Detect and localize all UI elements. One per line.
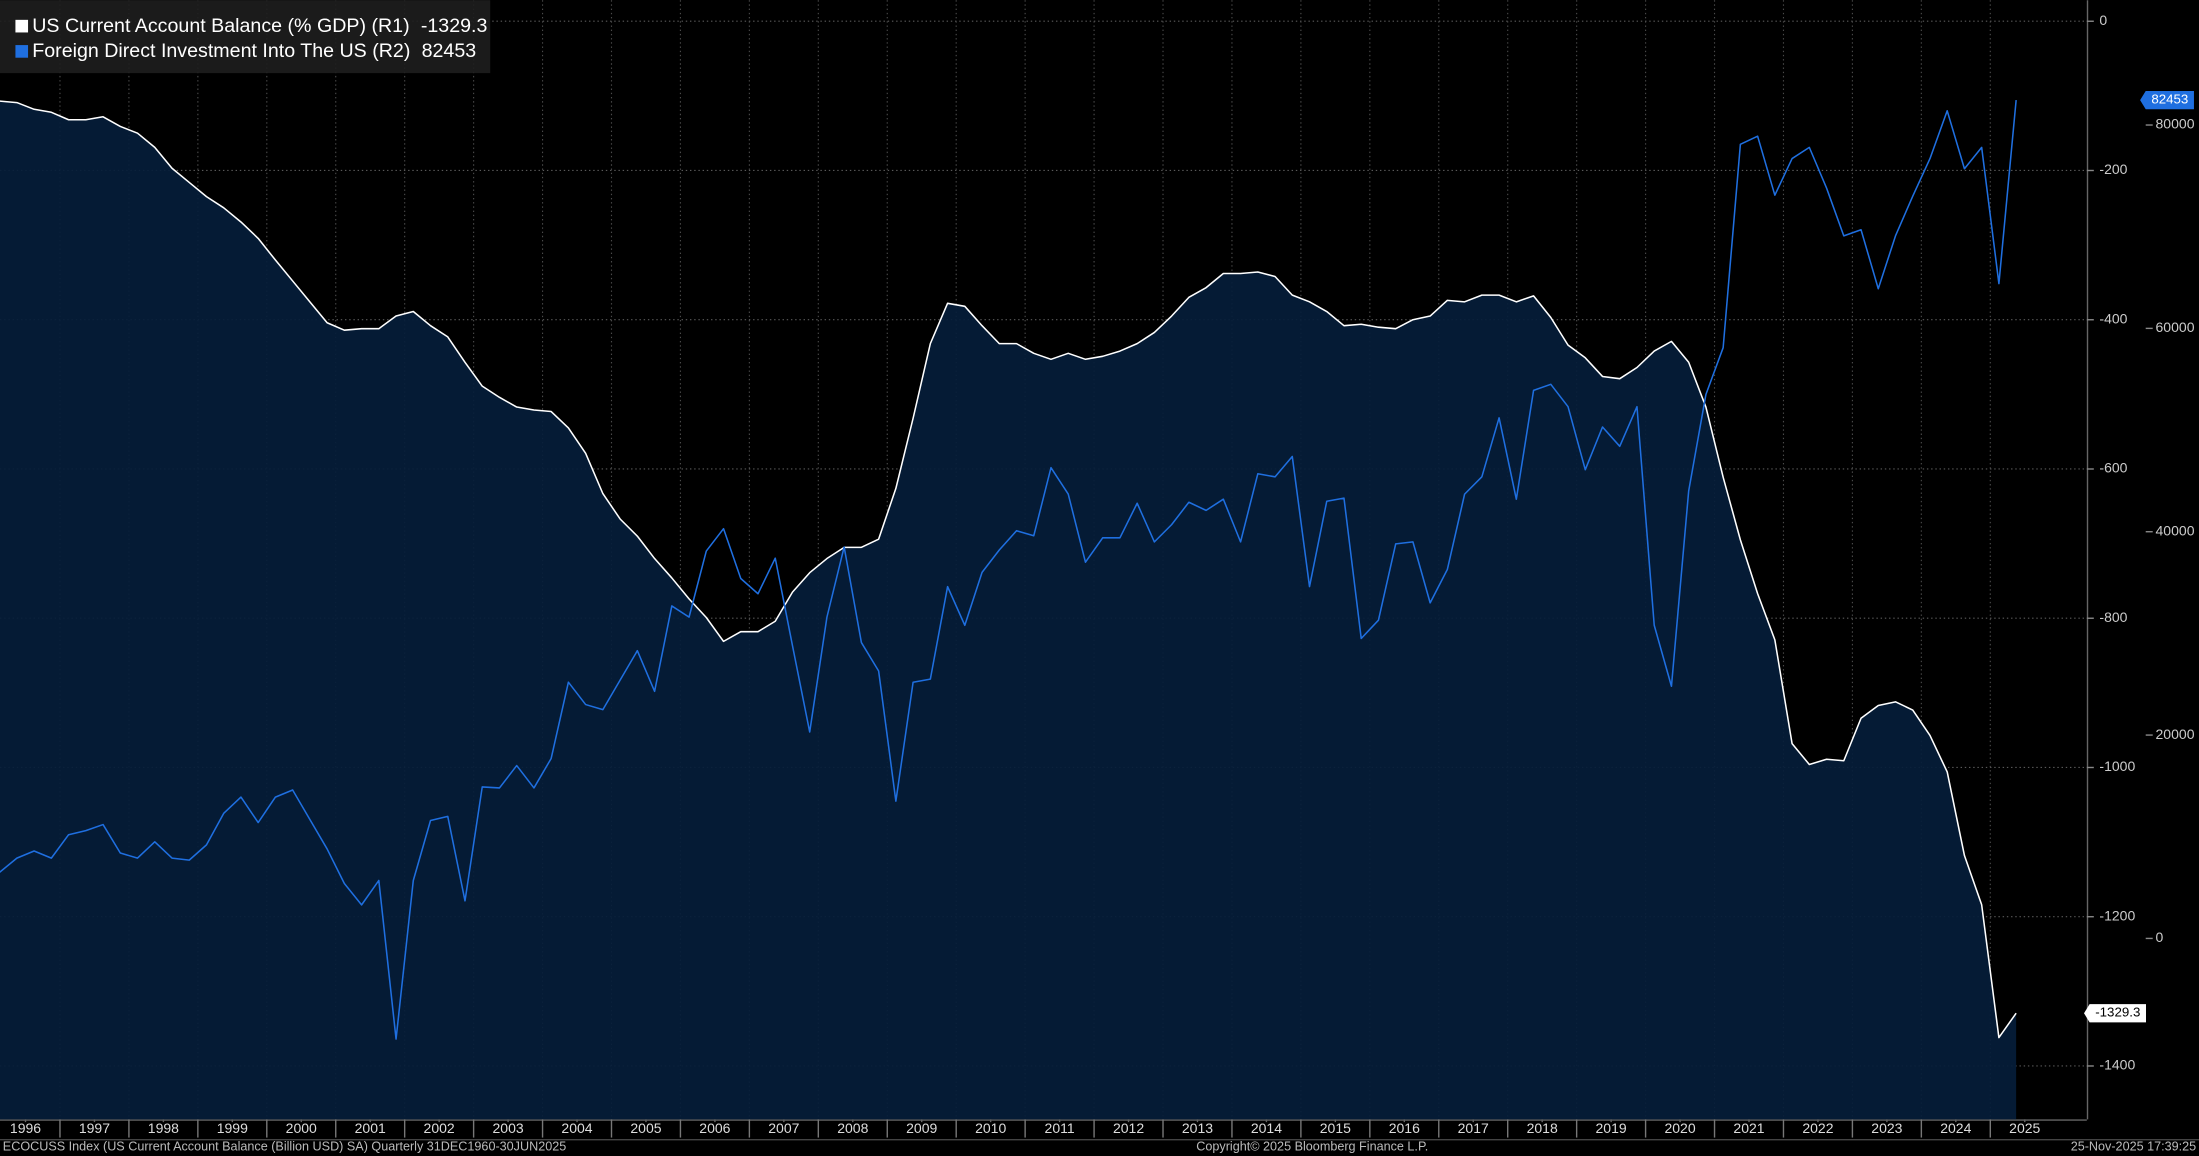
y2-tick-label: 40000 bbox=[2156, 522, 2195, 538]
line bbox=[0, 100, 2017, 1039]
x-tick-label: 2003 bbox=[492, 1120, 523, 1136]
last-value-flag: 82453 bbox=[2140, 90, 2194, 110]
legend-label: US Current Account Balance (% GDP) (R1) -… bbox=[32, 15, 487, 37]
y2-tick-label: 60000 bbox=[2156, 319, 2195, 335]
last-value-label: 82453 bbox=[2151, 92, 2188, 107]
legend-value: 82453 bbox=[422, 40, 477, 62]
legend-label: Foreign Direct Investment Into The US (R… bbox=[32, 40, 476, 62]
y-tick-label: -400 bbox=[2099, 310, 2127, 326]
x-tick-label: 2005 bbox=[630, 1120, 661, 1136]
x-tick-label: 2014 bbox=[1251, 1120, 1282, 1136]
y2-tick-label: 80000 bbox=[2156, 116, 2195, 132]
y-tick-label: -1200 bbox=[2099, 907, 2135, 923]
x-tick-label: 2013 bbox=[1182, 1120, 1213, 1136]
x-tick-label: 2017 bbox=[1458, 1120, 1489, 1136]
x-tick-label: 2000 bbox=[286, 1120, 317, 1136]
x-tick-label: 2025 bbox=[2009, 1120, 2040, 1136]
x-tick-label: 2016 bbox=[1389, 1120, 1420, 1136]
x-tick-label: 2007 bbox=[768, 1120, 799, 1136]
legend-name: US Current Account Balance (% GDP) (R1) bbox=[32, 15, 409, 37]
legend-value: -1329.3 bbox=[421, 15, 488, 37]
x-tick-label: 1997 bbox=[79, 1120, 110, 1136]
x-tick-label: 2023 bbox=[1871, 1120, 1902, 1136]
plot-area bbox=[0, 100, 2017, 1120]
x-tick-label: 2018 bbox=[1527, 1120, 1558, 1136]
y-tick-label: -1000 bbox=[2099, 758, 2135, 774]
x-tick-label: 1998 bbox=[148, 1120, 179, 1136]
x-tick-label: 2010 bbox=[975, 1120, 1006, 1136]
y-tick-label: 0 bbox=[2099, 12, 2107, 28]
y-tick-label: -600 bbox=[2099, 460, 2127, 476]
y2-tick-label: 0 bbox=[2156, 929, 2164, 945]
x-tick-label: 2019 bbox=[1596, 1120, 1627, 1136]
x-tick-label: 2001 bbox=[355, 1120, 386, 1136]
x-tick-label: 1999 bbox=[217, 1120, 248, 1136]
legend: US Current Account Balance (% GDP) (R1) -… bbox=[0, 0, 491, 74]
last-value-box bbox=[2140, 90, 2194, 110]
x-tick-label: 2012 bbox=[1113, 1120, 1144, 1136]
y-tick-label: -1400 bbox=[2099, 1057, 2135, 1073]
line bbox=[0, 100, 2017, 1040]
last-value-flag: -1329.3 bbox=[2084, 1004, 2146, 1023]
x-tick-label: 2020 bbox=[1664, 1120, 1695, 1136]
legend-swatch bbox=[15, 45, 29, 58]
y-tick-label: -800 bbox=[2099, 609, 2127, 625]
area bbox=[0, 101, 2017, 1120]
x-tick-label: 2004 bbox=[561, 1120, 592, 1136]
x-tick-label: 2011 bbox=[1045, 1120, 1075, 1136]
y2-tick-label: 20000 bbox=[2156, 726, 2195, 742]
x-tick-label: 2024 bbox=[1940, 1120, 1971, 1136]
y-tick-label: -200 bbox=[2099, 161, 2127, 177]
legend-name: Foreign Direct Investment Into The US (R… bbox=[32, 40, 410, 62]
x-tick-label: 1996 bbox=[10, 1120, 41, 1136]
x-tick-label: 2021 bbox=[1733, 1120, 1764, 1136]
x-tick-label: 2006 bbox=[699, 1120, 730, 1136]
last-value-label: -1329.3 bbox=[2095, 1005, 2140, 1020]
x-tick-label: 2022 bbox=[1802, 1120, 1833, 1136]
x-tick-label: 2002 bbox=[424, 1120, 455, 1136]
footer-text: Copyright© 2025 Bloomberg Finance L.P. bbox=[1196, 1140, 1428, 1154]
x-tick-label: 2009 bbox=[906, 1120, 937, 1136]
x-tick-label: 2008 bbox=[837, 1120, 868, 1136]
x-tick-label: 2015 bbox=[1320, 1120, 1351, 1136]
last-value-box bbox=[2084, 1004, 2146, 1023]
footer-text: 25-Nov-2025 17:39:25 bbox=[2071, 1140, 2196, 1154]
legend-swatch bbox=[15, 19, 29, 33]
footer-text: ECOCUSS Index (US Current Account Balanc… bbox=[3, 1140, 566, 1154]
legend-background bbox=[0, 0, 491, 74]
